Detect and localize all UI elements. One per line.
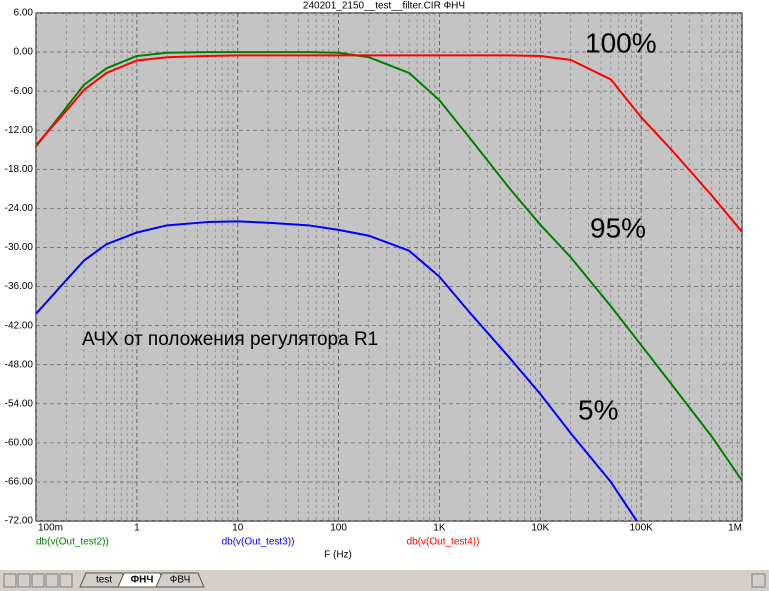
y-tick-label: -72.00: [5, 516, 34, 527]
y-tick-label: -66.00: [5, 477, 34, 488]
tab-label[interactable]: ФНЧ: [131, 575, 154, 586]
y-tick-label: -54.00: [5, 398, 34, 409]
x-tick-label: 1K: [433, 523, 446, 534]
x-axis-label: F (Hz): [324, 550, 352, 561]
tab-label[interactable]: test: [96, 575, 112, 586]
nav-button[interactable]: [59, 573, 73, 588]
y-tick-label: -6.00: [10, 86, 33, 97]
x-tick-label: 100: [330, 523, 347, 534]
series-line: [36, 220, 639, 521]
series-line: [36, 54, 742, 233]
legend-entry: db(v(Out_test3)): [222, 537, 295, 548]
annotation: 5%: [578, 394, 618, 425]
tab[interactable]: [155, 572, 205, 588]
annotation: 95%: [590, 212, 646, 243]
y-tick-label: -60.00: [5, 437, 34, 448]
nav-button[interactable]: [31, 573, 45, 588]
x-tick-label: 100m: [38, 523, 63, 534]
nav-button[interactable]: [45, 573, 59, 588]
annotation: АЧХ от положения регулятора R1: [82, 329, 378, 350]
series-line: [36, 51, 742, 482]
nav-button[interactable]: [17, 573, 31, 588]
scrollbar-button[interactable]: [751, 573, 766, 588]
y-tick-label: 6.00: [14, 8, 34, 19]
x-tick-label: 10K: [531, 523, 549, 534]
y-tick-label: -36.00: [5, 281, 34, 292]
x-tick-label: 1M: [728, 523, 742, 534]
y-tick-label: -48.00: [5, 359, 34, 370]
y-tick-label: 0.00: [14, 47, 34, 58]
y-tick-label: -42.00: [5, 320, 34, 331]
y-tick-label: -12.00: [5, 125, 34, 136]
x-tick-label: 1: [134, 523, 140, 534]
annotation: 100%: [585, 27, 657, 58]
legend-entry: db(v(Out_test4)): [407, 537, 480, 548]
y-tick-label: -24.00: [5, 203, 34, 214]
y-tick-label: -30.00: [5, 242, 34, 253]
chart-title: 240201_2150__test__filter.CIR ФНЧ: [303, 1, 465, 12]
x-tick-label: 100K: [629, 523, 653, 534]
legend-entry: db(v(Out_test2)): [36, 537, 109, 548]
y-tick-label: -18.00: [5, 164, 34, 175]
nav-button[interactable]: [3, 573, 17, 588]
plot-area: [35, 12, 743, 522]
tab-label[interactable]: ФВЧ: [170, 575, 191, 586]
x-tick-label: 10: [232, 523, 244, 534]
